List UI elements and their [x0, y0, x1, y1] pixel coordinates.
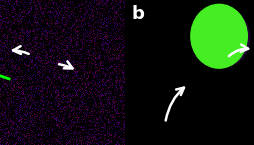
Circle shape: [198, 9, 249, 66]
Text: b: b: [131, 5, 144, 23]
Circle shape: [190, 4, 246, 68]
